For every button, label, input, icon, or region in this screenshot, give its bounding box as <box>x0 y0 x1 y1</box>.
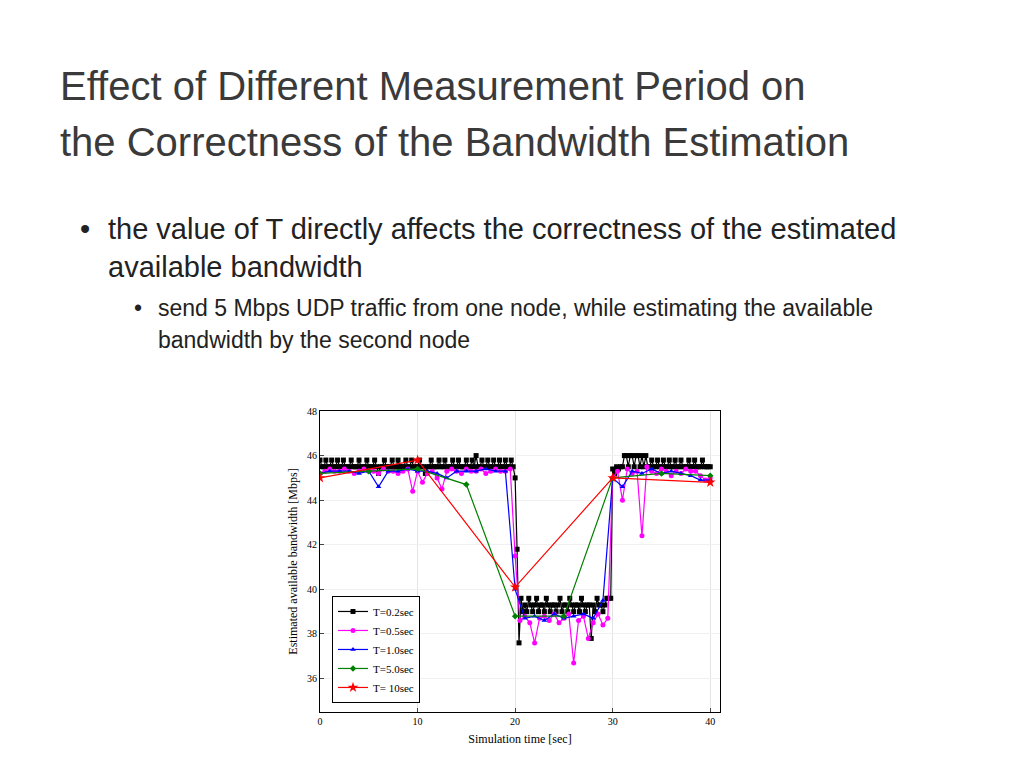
svg-text:20: 20 <box>510 716 520 727</box>
svg-text:48: 48 <box>307 406 317 417</box>
svg-text:0: 0 <box>318 716 323 727</box>
svg-text:38: 38 <box>307 628 317 639</box>
svg-text:T= 10sec: T= 10sec <box>373 682 414 694</box>
svg-text:30: 30 <box>608 716 618 727</box>
svg-text:46: 46 <box>307 450 317 461</box>
svg-text:44: 44 <box>307 495 317 506</box>
svg-text:Estimated available bandwidth: Estimated available bandwidth [Mbps] <box>286 468 300 654</box>
svg-text:T=0.5sec: T=0.5sec <box>373 625 414 637</box>
html-text:the Correctness of the Bandwid: the Correctness of the Bandwidth Estimat… <box>60 120 850 164</box>
svg-text:T=1.0sec: T=1.0sec <box>373 644 414 656</box>
html-text:the value of T directly affect: the value of T directly affects the corr… <box>108 213 897 283</box>
svg-text:36: 36 <box>307 673 317 684</box>
svg-text:T=0.2sec: T=0.2sec <box>373 606 414 618</box>
svg-text:40: 40 <box>307 584 317 595</box>
html-text:Effect of Different Measuremen: Effect of Different Measurement Period o… <box>60 64 806 108</box>
svg-text:42: 42 <box>307 539 317 550</box>
svg-text:Simulation time [sec]: Simulation time [sec] <box>468 732 571 746</box>
svg-text:T=5.0sec: T=5.0sec <box>373 663 414 675</box>
svg-text:10: 10 <box>413 716 423 727</box>
svg-text:40: 40 <box>705 716 715 727</box>
html-text:send 5 Mbps UDP traffic from o: send 5 Mbps UDP traffic from one node, w… <box>158 295 874 353</box>
